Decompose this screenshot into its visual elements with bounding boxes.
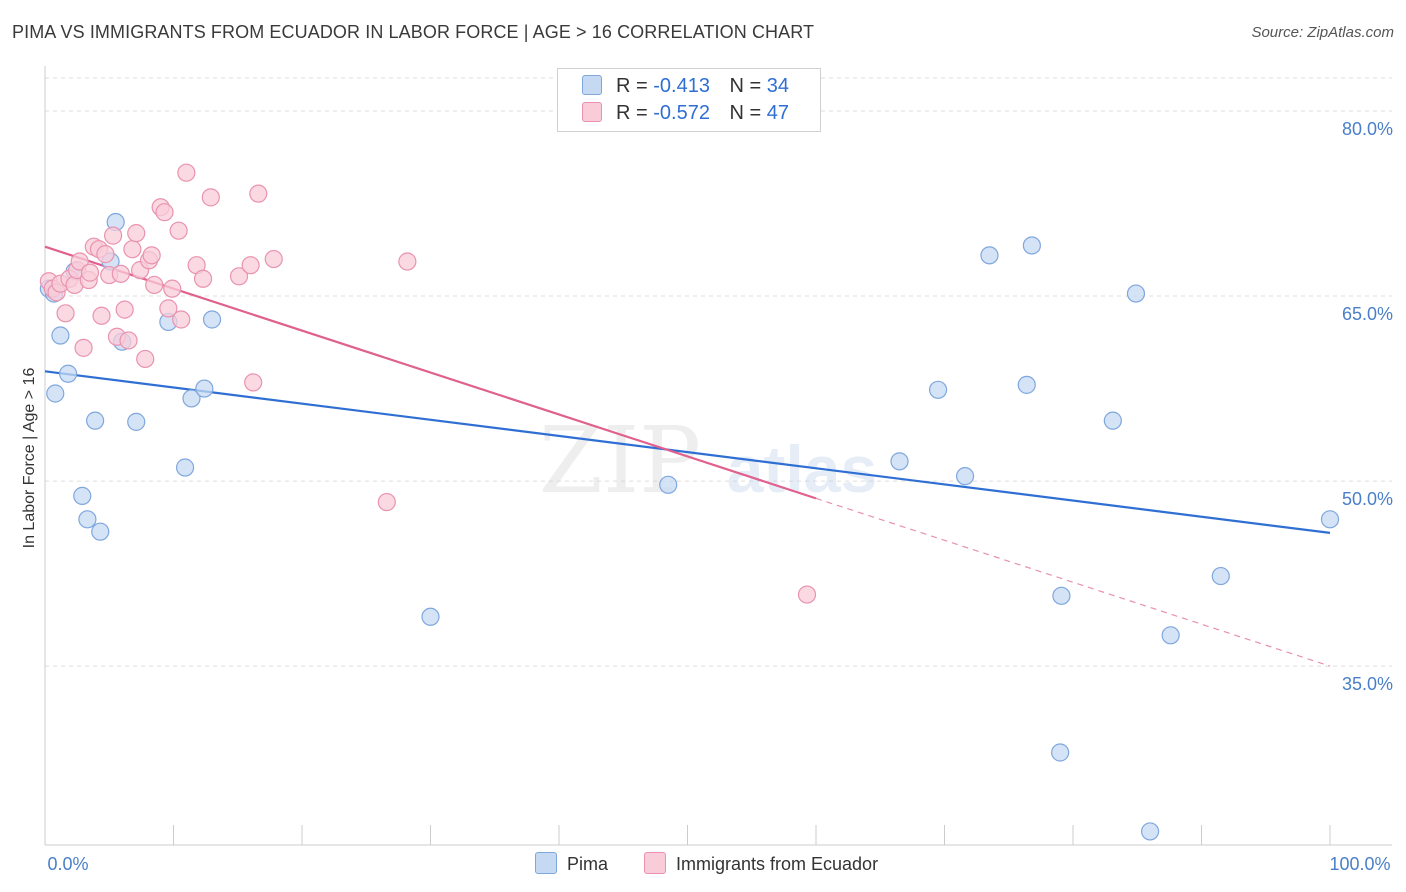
ecuador-point (201, 188, 220, 207)
grid-layer (45, 77, 1392, 667)
pima-point (890, 452, 909, 471)
points-layer (39, 163, 1340, 841)
legend-r-value-pima: -0.413 (653, 75, 710, 97)
ecuador-point (241, 256, 260, 275)
pima-point (127, 412, 146, 431)
ecuador-point (123, 240, 142, 259)
pima-point (1161, 626, 1180, 645)
y-tick-label: 50.0% (1342, 489, 1393, 509)
ecuador-point (229, 267, 249, 286)
legend-row-ecuador: R = -0.572 N = 47 (582, 102, 789, 128)
ecuador-point (104, 226, 123, 245)
pima-point (1051, 743, 1070, 762)
ecuador-point (70, 252, 89, 271)
ecuador-point (163, 279, 182, 298)
pima-point (182, 389, 201, 408)
y-tick-label: 65.0% (1342, 304, 1393, 324)
pima-point (46, 384, 65, 403)
pima-point (51, 326, 70, 345)
bottom-legend-ecuador: Immigrants from Ecuador (644, 852, 878, 875)
ecuador-point (145, 275, 164, 295)
bottom-legend-pima: Pima (535, 852, 608, 875)
axis-layer: 35.0% 50.0% 65.0% 80.0% (44, 66, 1393, 846)
ecuador-point (136, 349, 155, 369)
legend-n-value-ecuador: 47 (766, 102, 790, 124)
x-tick-label-max: 100.0% (1329, 854, 1390, 874)
ecuador-point (177, 163, 196, 182)
ecuador-point (172, 310, 191, 329)
legend-r-label: R = (616, 75, 648, 97)
ecuador-point (377, 492, 396, 512)
pima-point (59, 364, 78, 383)
correlation-legend: R = -0.413 N = 34 R = -0.572 N = 47 (557, 68, 821, 132)
ecuador-point (155, 203, 174, 222)
ecuador-point (96, 245, 115, 264)
pima-point (78, 510, 97, 529)
pima-point (1103, 411, 1122, 430)
ecuador-point (142, 246, 161, 265)
pima-point (1126, 284, 1146, 303)
legend-r-value-ecuador: -0.572 (653, 102, 710, 124)
ecuador-point (797, 585, 817, 604)
pima-swatch (582, 75, 602, 95)
ecuador-point (159, 299, 178, 318)
legend-n-label: N = (729, 102, 762, 124)
pima-point (659, 475, 678, 494)
ecuador-point (111, 264, 130, 283)
ecuador-point (264, 249, 283, 269)
ecuador-point (127, 224, 146, 243)
chart-title: PIMA VS IMMIGRANTS FROM ECUADOR IN LABOR… (12, 22, 815, 42)
legend-n-label: N = (729, 75, 762, 97)
x-tick-label-min: 0.0% (47, 854, 88, 874)
ecuador-legend-swatch (644, 852, 666, 874)
ecuador-point (115, 300, 134, 319)
ecuador-trend-extension (815, 497, 1331, 667)
legend-row-pima: R = -0.413 N = 34 (582, 75, 789, 101)
y-axis-label: In Labor Force | Age > 16 (21, 368, 38, 549)
pima-point (1017, 375, 1036, 394)
pima-point (1052, 586, 1071, 605)
ecuador-point (74, 338, 93, 357)
watermark: ZIP atlas (539, 407, 877, 514)
pima-point (1320, 510, 1340, 529)
pima-trend-line (44, 370, 1331, 534)
pima-point (928, 380, 948, 399)
pima-point (91, 522, 110, 541)
pima-point (421, 607, 440, 626)
pima-legend-swatch (535, 852, 557, 874)
pima-point (195, 379, 214, 398)
ecuador-legend-label: Immigrants from Ecuador (676, 854, 879, 874)
pima-point (955, 467, 975, 486)
legend-n-value-pima: 34 (766, 75, 790, 97)
pima-point (1022, 236, 1041, 255)
ecuador-point (169, 221, 188, 240)
pima-legend-label: Pima (567, 854, 609, 874)
pima-point (86, 411, 105, 430)
series-pima (39, 212, 1340, 841)
y-tick-label: 35.0% (1342, 674, 1393, 694)
pima-point (175, 458, 195, 477)
pima-point (1140, 822, 1160, 841)
ecuador-point (193, 269, 213, 288)
legend-r-label: R = (616, 102, 648, 124)
pima-point (980, 246, 999, 265)
series-ecuador (39, 163, 817, 604)
ecuador-point (119, 331, 138, 350)
watermark-zip: ZIP (539, 407, 701, 514)
ecuador-point (249, 184, 268, 203)
pima-point (1211, 566, 1230, 586)
trend-layer (44, 245, 1331, 667)
y-tick-label: 80.0% (1342, 119, 1393, 139)
source-credit: Source: ZipAtlas.com (1251, 24, 1394, 41)
ecuador-point (80, 263, 100, 282)
ecuador-point (398, 252, 417, 271)
ecuador-point (56, 304, 75, 323)
ecuador-point (244, 373, 263, 392)
ecuador-swatch (582, 102, 602, 122)
ecuador-point (92, 306, 111, 325)
pima-point (202, 310, 222, 329)
pima-point (73, 486, 92, 505)
